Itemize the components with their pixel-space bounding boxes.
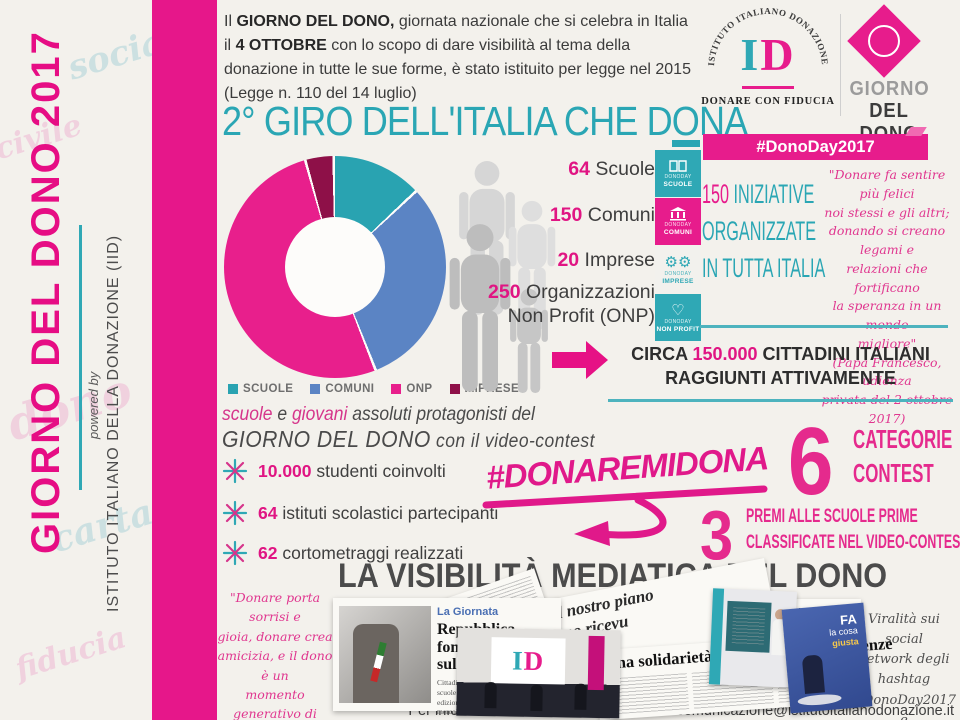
protagonists-caption: scuole e giovani assoluti protagonisti d…: [222, 404, 595, 452]
category-badge-strip: DONODAY SCUOLE DONODAY COMUNI ⚙⚙ DONODAY IM…: [655, 150, 701, 341]
page-title: 2° GIRO DELL'ITALIA CHE DONA: [222, 98, 748, 144]
bullet-cortometraggi: 62 cortometraggi realizzati: [222, 540, 463, 566]
organization-name-vertical: ISTITUTO ITALIANO DELLA DONAZIONE (IID): [105, 234, 122, 612]
legend-swatch-comuni: [310, 384, 321, 394]
stat-scuole: 64 Scuole: [568, 158, 655, 180]
premi-label-line2: CLASSIFICATE NEL VIDEO-CONTEST: [746, 532, 960, 553]
gears-icon: ⚙⚙: [664, 253, 692, 271]
quote-mattarella: "Donare porta sorrisi e gioia, donare cr…: [217, 590, 333, 720]
badge-scuole: DONODAY SCUOLE: [655, 150, 701, 197]
contest-contest-label: CONTEST: [853, 458, 934, 488]
divider-line: [608, 399, 953, 402]
legend-item: SCUOLE: [228, 383, 293, 395]
badge-nonprofit: ♡ DONODAY NON PROFIT: [655, 294, 701, 341]
bullet-istituti: 64 istituti scolastici partecipanti: [222, 500, 498, 526]
premi-label-line1: PREMI ALLE SCUOLE PRIME: [746, 506, 918, 527]
studio-magenta-panel: [587, 635, 605, 691]
heart-icon: ♡: [671, 301, 685, 319]
bullet-studenti: 10.000 studenti coinvolti: [222, 458, 446, 484]
person-silhouette: [530, 684, 543, 712]
person-silhouette: [484, 682, 497, 709]
legend-swatch-imprese: [449, 384, 460, 394]
magenta-side-bar: [152, 0, 217, 720]
donoday-hashtag-banner: #DonoDay2017: [703, 134, 928, 160]
iid-arc-logo: ISTITUTO ITALIANO DONAZIONE: [706, 6, 829, 66]
iid-monogram: ID: [740, 29, 796, 80]
studio-screen: [725, 600, 772, 653]
legend-swatch-onp: [391, 384, 402, 394]
right-arrow-icon: [552, 352, 588, 368]
divider-line: [700, 325, 948, 328]
newspaper-kicker: La Giornata: [437, 606, 499, 618]
contest-number-3: 3: [700, 496, 734, 574]
donut-chart: [224, 156, 446, 378]
reach-statement: CIRCA 150.000 CITTADINI ITALIANI RAGGIUN…: [631, 344, 930, 389]
underline-arrow-icon: [482, 485, 768, 546]
stat-onp: 250 Organizzazioni Non Profit (ONP): [488, 281, 655, 328]
legend-item: ONP: [391, 383, 432, 395]
star-asterisk-icon: [222, 540, 248, 566]
logo-divider: [840, 14, 841, 116]
studio-floor: [797, 692, 842, 707]
badge-imprese: ⚙⚙ DONODAY IMPRESE: [655, 246, 701, 293]
id-backdrop-logo: ID: [490, 637, 566, 685]
intro-paragraph: Il GIORNO DEL DONO, giornata nazionale c…: [224, 13, 691, 102]
contest-categorie-label: CATEGORIE: [853, 424, 953, 454]
right-arrow-head: [586, 341, 608, 379]
tv-caption: giusta: [831, 636, 860, 649]
stat-imprese: 20 Imprese: [557, 249, 655, 271]
giorno-del-dono-diamond-icon: [847, 4, 921, 78]
giorno-del-dono-logo-line1: GIORNO: [849, 78, 930, 100]
event-title-vertical: GIORNO DEL DONO 2017: [24, 30, 68, 554]
newspaper-photo: [339, 606, 431, 703]
social-virality-note: Viralità sui social network degli hashta…: [852, 612, 956, 720]
legend-swatch-scuole: [228, 384, 238, 394]
badge-comuni: DONODAY COMUNI: [655, 198, 701, 245]
contest-number-6: 6: [788, 408, 834, 515]
iid-tagline: DONARE CON FIDUCIA: [701, 96, 835, 107]
tv-still-id-studio: ID: [456, 627, 621, 719]
star-asterisk-icon: [222, 500, 248, 526]
iniziative-block: 150 INIZIATIVE ORGANIZZATE IN TUTTA ITAL…: [702, 179, 826, 283]
powered-by-label: powered by: [86, 371, 101, 439]
star-asterisk-icon: [222, 458, 248, 484]
legend-item: COMUNI: [310, 383, 374, 395]
bank-icon: [670, 207, 686, 221]
quote-papa-francesco: "Donare fa sentire più felici noi stessi…: [822, 167, 953, 426]
book-icon: [669, 159, 687, 172]
stat-comuni: 150 Comuni: [549, 204, 655, 226]
person-silhouette: [574, 683, 587, 710]
vertical-divider: [79, 225, 82, 490]
title-underline: [672, 140, 700, 147]
tv-still-fa-la-cosa-giusta: FA la cosa giusta: [781, 602, 873, 714]
person-silhouette: [801, 654, 825, 695]
iid-logo-rule: [742, 86, 794, 89]
